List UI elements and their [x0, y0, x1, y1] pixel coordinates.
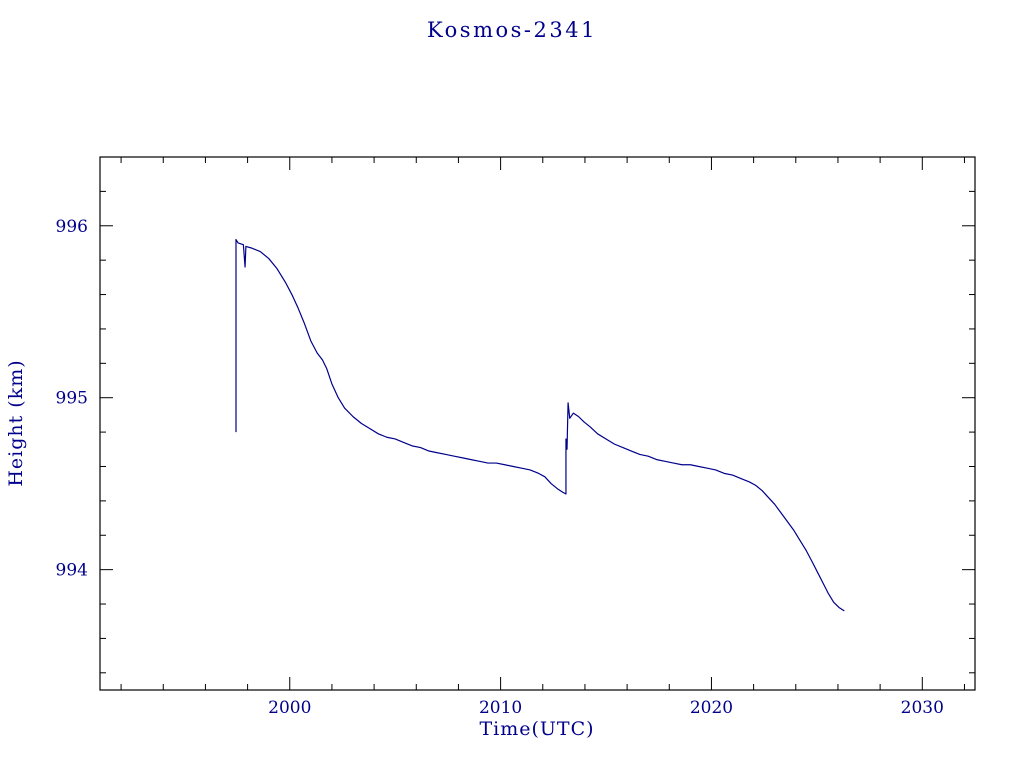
x-tick-label: 2030 [901, 698, 944, 718]
x-axis-label: Time(UTC) [479, 718, 594, 740]
data-line [235, 238, 845, 612]
y-axis-label: Height (km) [5, 359, 27, 486]
y-tick-label: 994 [56, 561, 88, 581]
chart-title: Kosmos-2341 [427, 18, 597, 42]
y-tick-label: 995 [56, 389, 88, 409]
x-tick-label: 2020 [690, 698, 733, 718]
ticks-group: 2000 2010 2020 2030 994 995 996 [56, 156, 975, 718]
x-tick-label: 2000 [268, 698, 311, 718]
plot-frame [99, 156, 976, 691]
y-tick-label: 996 [56, 217, 88, 237]
x-tick-label: 2010 [479, 698, 522, 718]
